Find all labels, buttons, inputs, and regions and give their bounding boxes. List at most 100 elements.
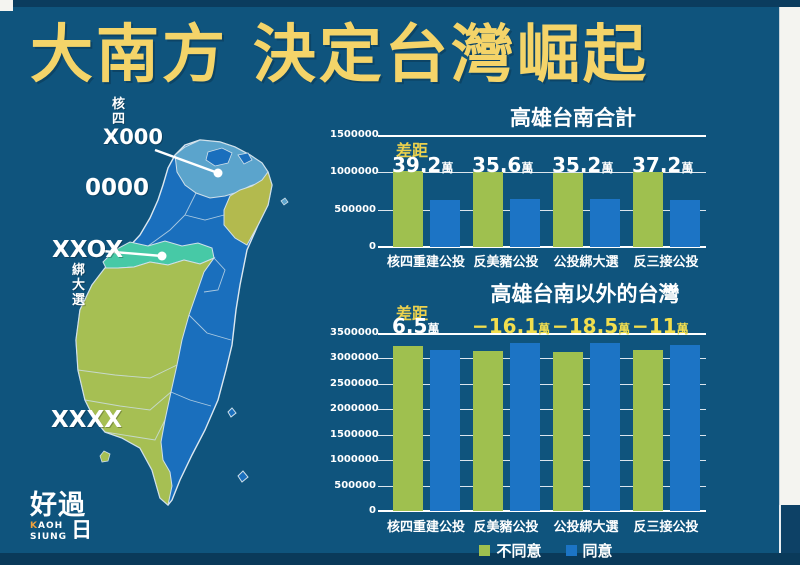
map-callout-nuke4: 核四: [112, 97, 126, 127]
bar-同意-反美豬公投: [509, 343, 540, 511]
map-callout-xxxx: XXXX: [51, 407, 122, 433]
x-category-label: 公投綁大選: [553, 520, 619, 535]
diff-value-公投綁大選: −18.5萬: [552, 314, 631, 338]
chart-title: 高雄台南合計: [510, 106, 636, 130]
bar-同意-核四重建公投: [429, 349, 460, 511]
gridline-0: [378, 510, 706, 512]
gridline-1500000: [378, 135, 706, 137]
gridline-1000000: [378, 172, 706, 174]
bar-group-公投綁大選: [546, 333, 626, 511]
y-axis-labels: 0 500000 1000000 1500000 2000000 2500000 30000…: [330, 327, 379, 516]
taiwan-map: [75, 139, 289, 507]
guishan-island: [280, 197, 289, 206]
plot-area: [378, 135, 706, 248]
callout-pointers: [101, 148, 223, 261]
map-region-city-patch-2: [237, 152, 253, 165]
bar-不同意-核四重建公投: [392, 346, 423, 511]
y-tick-label: 3000000: [330, 352, 379, 364]
bar-group-反美豬公投: [466, 135, 546, 247]
gridline-2500000: [378, 383, 706, 385]
y-tick-label: 2500000: [330, 377, 379, 389]
legend-item-disagree: 不同意: [479, 540, 542, 561]
bar-group-反美豬公投: [466, 333, 546, 511]
y-tick-label: 0: [369, 241, 376, 252]
logo-latin-top: AOH: [37, 521, 64, 531]
x-axis-labels: 核四重建公投 反美豬公投 公投綁大選 反三接公投: [386, 251, 706, 270]
logo-cjk-text: 好過: [30, 490, 86, 521]
chart-title: 高雄台南以外的台灣: [490, 282, 680, 306]
x-category-label: 反三接公投: [633, 255, 699, 270]
logo-latin-bottom: SIUNG: [30, 531, 68, 542]
gap-label: 差距: [396, 304, 429, 323]
y-tick-label: 500000: [334, 203, 376, 215]
penghu-island: [99, 450, 111, 463]
plot-area: [378, 333, 706, 512]
y-tick-label: 1000000: [330, 454, 379, 466]
gap-label: 差距: [396, 141, 429, 160]
x-category-label: 反美豬公投: [473, 255, 539, 270]
diff-value-反美豬公投: −16.1萬: [472, 314, 551, 338]
bar-不同意-核四重建公投: [392, 170, 423, 247]
logo-day-glyph: 日: [71, 518, 93, 542]
bar-不同意-公投綁大選: [552, 352, 583, 511]
map-callout-bind-election: 綁大選: [72, 263, 86, 308]
right-paper-margin: [779, 7, 800, 505]
bar-不同意-反三接公投: [632, 350, 663, 511]
chart-legend: 不同意 同意: [386, 540, 706, 561]
x-category-label: 核四重建公投: [386, 255, 465, 270]
diff-value-反美豬公投: 35.6萬: [472, 153, 534, 177]
map-region-city-patch: [205, 147, 233, 167]
bar-group-反三接公投: [626, 135, 706, 247]
gridline-3500000: [378, 333, 706, 335]
bar-同意-公投綁大選: [589, 342, 620, 511]
map-callout-x000: X000: [103, 125, 164, 149]
y-tick-label: 1500000: [330, 428, 379, 440]
gridline-1000000: [378, 460, 706, 462]
logo-letter-k: K: [30, 521, 38, 531]
legend-swatch-agree: [565, 545, 577, 556]
x-axis-labels: 核四重建公投 反美豬公投 公投綁大選 反三接公投: [386, 516, 706, 535]
map-callout-xxox: XXOX: [52, 237, 124, 263]
y-tick-label: 1000000: [330, 166, 379, 178]
bar-group-核四重建公投: [386, 135, 466, 247]
orchid-island: [237, 470, 249, 483]
legend-label-agree: 同意: [582, 542, 613, 560]
green-island: [227, 407, 237, 418]
diff-value-反三接公投: −11萬: [632, 314, 689, 338]
diff-value-核四重建公投: 6.5萬: [392, 314, 440, 338]
map-callout-0000: 0000: [85, 175, 150, 201]
logo-latin-text: KAOH SIUNG: [30, 521, 67, 543]
bar-groups: [386, 135, 706, 247]
page-title: 大南方 決定台灣崛起: [30, 17, 649, 91]
legend-label-disagree: 不同意: [496, 542, 542, 560]
bar-不同意-反美豬公投: [472, 172, 503, 247]
bar-group-核四重建公投: [386, 333, 466, 511]
x-category-label: 公投綁大選: [553, 255, 619, 270]
map-region-southwest: [75, 256, 216, 506]
gridline-3000000: [378, 358, 706, 360]
bar-不同意-公投綁大選: [552, 172, 583, 247]
gridline-0: [378, 246, 706, 248]
bar-同意-公投綁大選: [589, 199, 620, 247]
bar-同意-反三接公投: [669, 199, 700, 247]
chart-rest-of-taiwan: 高雄台南以外的台灣 差距 0 500000 1000000 1500000 200000…: [330, 276, 706, 565]
gridline-500000: [378, 209, 706, 211]
y-axis-labels: 0 500000 1000000 1500000: [330, 129, 379, 252]
bar-group-公投綁大選: [546, 135, 626, 247]
bar-同意-反美豬公投: [509, 198, 540, 247]
y-tick-label: 2000000: [330, 403, 379, 415]
x-category-label: 反美豬公投: [473, 520, 539, 535]
legend-item-agree: 同意: [565, 540, 613, 561]
y-tick-label: 0: [369, 505, 376, 516]
bar-同意-反三接公投: [669, 344, 700, 511]
bar-groups: [386, 333, 706, 511]
top-left-paper-notch: [0, 0, 13, 11]
bar-group-反三接公投: [626, 333, 706, 511]
diff-value-公投綁大選: 35.2萬: [552, 153, 614, 177]
y-tick-label: 500000: [334, 479, 376, 491]
y-tick-label: 3500000: [330, 327, 379, 338]
chart-kaohsiung-tainan-total: 高雄台南合計 差距 0 500000 1000000 1500000 核四重建公投 反美…: [330, 100, 706, 272]
y-tick-label: 1500000: [330, 129, 379, 140]
diff-value-反三接公投: 37.2萬: [632, 153, 694, 177]
kaohsiung-logo: 好過 KAOH SIUNG 日: [30, 492, 92, 543]
